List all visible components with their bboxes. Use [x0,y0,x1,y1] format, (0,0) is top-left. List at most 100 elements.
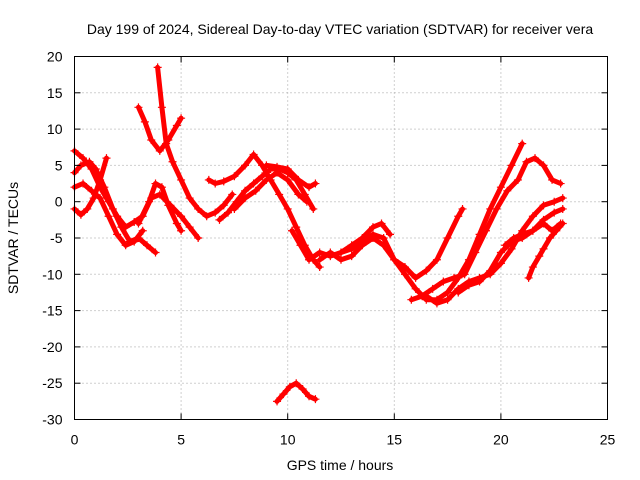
x-tick-label: 15 [387,432,403,448]
data-point [230,204,239,213]
data-point [85,157,94,166]
data-point [305,255,314,264]
data-point [283,204,292,213]
data-point [251,186,260,195]
data-point [428,284,437,293]
data-point [550,197,559,206]
data-point [305,392,314,401]
data-point [211,208,220,217]
data-point [296,241,305,250]
data-point [443,234,452,242]
data-point [377,219,386,228]
data-point [347,244,356,253]
y-tick-label: 20 [47,49,63,65]
data-point [134,103,143,112]
data-point [464,281,473,290]
data-point [368,230,377,239]
series-sat-s [524,219,567,282]
data-point [558,219,567,228]
data-point [539,201,548,210]
data-point [518,139,527,148]
data-point [522,157,531,166]
data-point [458,204,467,213]
data-point [501,241,510,250]
data-point [96,175,105,184]
data-point [524,273,533,282]
data-point [292,223,301,232]
data-point [249,179,258,188]
data-point [556,179,565,188]
data-point [439,277,448,286]
series-line [338,141,525,303]
data-point [539,161,548,170]
data-point [449,273,458,282]
data-point [211,179,220,188]
data-point [545,234,554,242]
data-point [422,292,431,301]
data-point [347,252,356,261]
data-point [311,179,320,188]
data-point [481,226,490,235]
data-point [157,183,166,192]
data-point [145,197,154,206]
data-point [172,219,181,228]
y-tick-label: 5 [55,157,63,173]
data-point [194,234,203,242]
data-point [294,190,303,199]
data-point [528,212,537,221]
data-point [104,212,113,221]
series-line [317,206,465,281]
data-point [550,208,559,217]
data-point [528,263,537,272]
data-point [460,270,469,279]
data-point [454,288,463,297]
y-tick-label: -30 [42,412,62,428]
data-point [117,223,126,232]
data-point [230,172,239,181]
series-line [72,155,109,218]
data-point [273,397,282,406]
data-point [411,284,420,293]
data-point [518,230,527,239]
series-sat-n [337,139,527,304]
data-point [249,150,258,159]
data-point [204,175,213,184]
data-point [283,175,292,184]
data-point [151,179,160,188]
data-point [79,179,88,188]
data-point [162,139,171,148]
y-tick-label: -5 [50,230,63,246]
series-sat-k [262,161,320,192]
data-point [275,190,284,199]
data-point [219,201,228,210]
data-point [83,204,92,213]
data-point [285,382,294,391]
data-point [507,161,516,170]
data-point [298,385,307,394]
data-point [302,197,311,206]
data-point [292,379,301,388]
data-point [273,162,282,171]
series-sat-e [134,103,186,155]
data-point [147,135,156,144]
data-point [134,219,143,228]
data-point [454,212,463,221]
data-point [142,241,151,250]
data-point [443,288,452,297]
series-line [231,170,310,212]
data-point [337,248,345,257]
data-point [102,154,111,163]
data-point [241,194,250,203]
data-point [224,208,233,217]
data-point [157,103,166,112]
data-point [262,175,271,184]
data-point [177,114,186,123]
data-point [539,244,548,253]
data-point [130,237,139,246]
chart-title: Day 199 of 2024, Sidereal Day-to-day VTE… [87,21,593,37]
data-point [153,63,162,72]
data-point [411,273,420,282]
y-tick-label: -25 [42,375,62,391]
data-point [492,204,501,213]
data-point [258,172,267,181]
